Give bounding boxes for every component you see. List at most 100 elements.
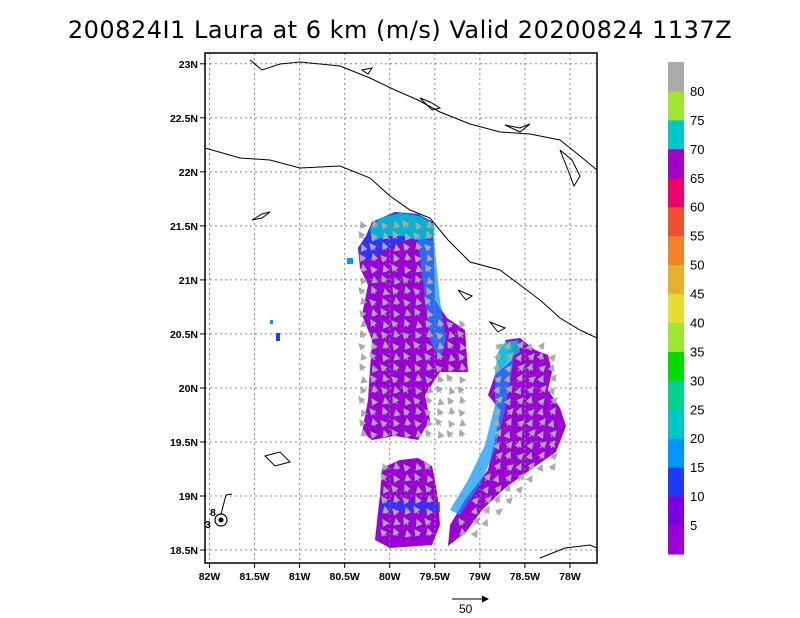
- wind-vector: [381, 496, 389, 504]
- colorbar-label: 45: [690, 287, 704, 302]
- map-title: 200824I1 Laura at 6 km (m/s) Valid 20200…: [67, 16, 733, 44]
- wind-vector: [435, 418, 443, 427]
- colorbar-swatch: [668, 293, 684, 323]
- wind-vector: [382, 241, 389, 251]
- wind-speck: [270, 320, 273, 324]
- coastline-island: [360, 67, 374, 75]
- wind-vector: [548, 354, 556, 362]
- wind-vector: [404, 252, 412, 262]
- latitude-axis: 23N 22.5N 22N 21.5N 21N 20.5N 20N 19.5N 19N 18.5N: [170, 59, 205, 557]
- wind-vector: [504, 341, 511, 350]
- wind-region-north-band: [418, 240, 446, 360]
- lat-tick-label: 20.5N: [170, 329, 198, 341]
- wind-vector: [506, 464, 514, 472]
- lon-tick-label: 78.5W: [510, 571, 540, 583]
- wind-vector: [503, 483, 511, 493]
- wind-vector: [424, 462, 432, 471]
- wind-vector: [369, 408, 377, 416]
- wind-vector: [413, 397, 421, 405]
- wind-vector: [404, 417, 412, 427]
- wind-vector: [528, 376, 536, 384]
- wind-vector: [426, 494, 434, 504]
- lat-tick-label: 20N: [179, 383, 198, 395]
- wind-vector: [359, 254, 367, 262]
- wind-vector: [547, 386, 555, 395]
- wind-vector: [457, 386, 465, 394]
- wind-vector: [393, 517, 401, 526]
- wind-vector: [436, 332, 444, 340]
- wind-vector: [404, 285, 412, 295]
- wind-vector: [425, 376, 433, 384]
- wind-vector: [371, 331, 379, 340]
- wind-vector: [370, 318, 378, 328]
- wind-vector: [493, 494, 500, 504]
- wind-vector: [537, 450, 545, 460]
- wind-vector: [525, 451, 533, 460]
- storm-position-marker: 8 3: [205, 493, 233, 531]
- wind-vector: [391, 485, 399, 493]
- colorbar-label: 55: [690, 229, 704, 244]
- wind-vector: [424, 244, 432, 252]
- wind-vector: [484, 496, 492, 504]
- wind-vector: [415, 373, 423, 383]
- wind-vector: [505, 441, 513, 449]
- wind-vector: [415, 386, 423, 395]
- colorbar-swatch: [668, 148, 684, 179]
- wind-vector: [359, 362, 367, 372]
- wind-vector: [459, 319, 466, 328]
- wind-vector: [426, 395, 433, 405]
- wind-vector: [536, 351, 544, 361]
- wind-vector: [527, 462, 535, 471]
- wind-vector: [504, 417, 512, 427]
- wind-vector: [415, 495, 422, 504]
- coastline-island: [251, 211, 271, 221]
- wind-vector: [426, 474, 434, 483]
- wind-vector: [369, 243, 377, 251]
- wind-vector: [393, 220, 401, 229]
- wind-vector: [371, 341, 378, 350]
- wind-vector: [517, 420, 525, 428]
- wind-vector: [369, 352, 377, 361]
- wind-vector: [515, 462, 522, 471]
- wind-vector: [404, 308, 412, 317]
- wind-vector: [393, 408, 401, 417]
- wind-vector: [424, 409, 432, 417]
- wind-vector: [526, 418, 533, 427]
- wind-vector: [382, 518, 390, 527]
- wind-vector: [392, 230, 400, 240]
- wind-vector: [370, 431, 378, 439]
- wind-vector: [393, 494, 401, 504]
- wind-vector: [392, 395, 400, 405]
- wind-vector: [506, 408, 514, 416]
- wind-vector: [404, 430, 412, 439]
- wind-vector: [525, 474, 533, 483]
- wind-vector: [492, 418, 500, 427]
- wind-vector: [525, 342, 533, 351]
- wind-vector: [360, 352, 368, 361]
- wind-vector: [404, 265, 412, 274]
- wind-vector: [426, 286, 433, 295]
- wind-vector: [426, 253, 434, 262]
- wind-vector: [495, 343, 503, 351]
- wind-vector: [415, 518, 423, 527]
- wind-vector: [536, 463, 544, 472]
- wind-vector: [504, 450, 511, 460]
- lat-tick-label: 23N: [179, 59, 198, 71]
- wind-vector: [382, 340, 390, 350]
- lat-tick-label: 21.5N: [170, 221, 198, 233]
- wind-vector: [404, 374, 411, 383]
- wind-vector: [527, 409, 535, 417]
- wind-vector: [526, 362, 533, 372]
- wind-vector: [515, 406, 522, 416]
- wind-vector: [514, 439, 522, 449]
- wind-vector: [517, 473, 525, 482]
- wind-vector: [425, 485, 433, 493]
- wind-vector: [538, 365, 546, 373]
- wind-vector: [393, 527, 400, 537]
- wind-vector: [382, 406, 389, 416]
- wind-vector: [446, 321, 454, 329]
- wind-vector: [391, 320, 399, 328]
- wind-vector: [425, 428, 433, 438]
- wind-vector: [526, 386, 534, 394]
- wind-vector: [393, 296, 401, 306]
